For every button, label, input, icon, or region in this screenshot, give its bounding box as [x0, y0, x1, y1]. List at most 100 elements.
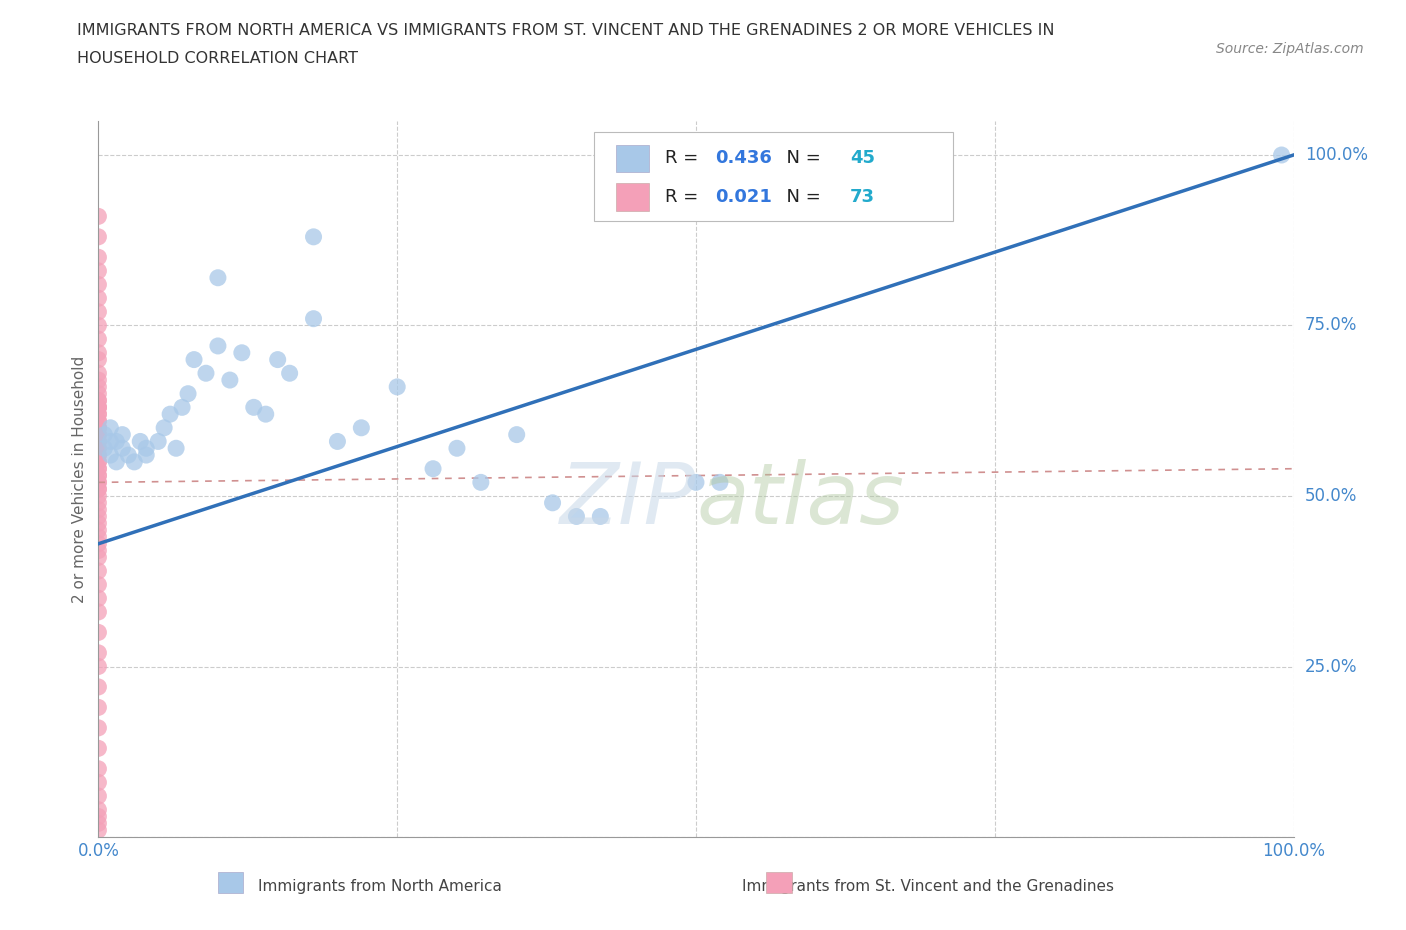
- Point: [105, 455, 128, 470]
- Point: [87, 434, 110, 449]
- Y-axis label: 2 or more Vehicles in Household: 2 or more Vehicles in Household: [72, 355, 87, 603]
- Point: [87, 434, 110, 449]
- Point: [231, 345, 253, 360]
- Text: N =: N =: [775, 150, 827, 167]
- Point: [87, 680, 110, 695]
- Point: [87, 461, 110, 476]
- Text: R =: R =: [665, 150, 704, 167]
- Point: [87, 523, 110, 538]
- Point: [87, 625, 110, 640]
- Point: [195, 365, 218, 380]
- Point: [98, 420, 122, 435]
- Text: 0.021: 0.021: [716, 188, 772, 206]
- Point: [93, 441, 115, 456]
- Point: [446, 441, 468, 456]
- Point: [93, 427, 115, 442]
- Point: [470, 475, 492, 490]
- Point: [87, 400, 110, 415]
- Point: [111, 441, 134, 456]
- Point: [124, 455, 146, 470]
- Point: [87, 475, 110, 490]
- Point: [117, 447, 139, 462]
- Text: Source: ZipAtlas.com: Source: ZipAtlas.com: [1216, 42, 1364, 56]
- Point: [87, 461, 110, 476]
- Point: [87, 645, 110, 660]
- Point: [87, 365, 110, 380]
- Point: [172, 400, 194, 415]
- Point: [87, 455, 110, 470]
- Point: [159, 406, 181, 421]
- Point: [87, 543, 110, 558]
- Point: [87, 441, 110, 456]
- Text: IMMIGRANTS FROM NORTH AMERICA VS IMMIGRANTS FROM ST. VINCENT AND THE GRENADINES : IMMIGRANTS FROM NORTH AMERICA VS IMMIGRA…: [77, 23, 1054, 38]
- Point: [87, 659, 110, 674]
- Point: [87, 537, 110, 551]
- Point: [87, 230, 110, 245]
- Point: [87, 291, 110, 306]
- Point: [87, 604, 110, 619]
- Point: [87, 775, 110, 790]
- Text: 45: 45: [851, 150, 875, 167]
- Point: [87, 304, 110, 319]
- Point: [87, 379, 110, 394]
- Point: [87, 406, 110, 421]
- Point: [685, 475, 707, 490]
- Point: [148, 434, 170, 449]
- Point: [87, 482, 110, 497]
- Point: [87, 414, 110, 429]
- Point: [87, 414, 110, 429]
- Text: 25.0%: 25.0%: [1305, 658, 1357, 675]
- Point: [87, 578, 110, 592]
- Text: HOUSEHOLD CORRELATION CHART: HOUSEHOLD CORRELATION CHART: [77, 51, 359, 66]
- Text: N =: N =: [775, 188, 827, 206]
- Text: 0.436: 0.436: [716, 150, 772, 167]
- Text: Immigrants from St. Vincent and the Grenadines: Immigrants from St. Vincent and the Gren…: [742, 879, 1114, 894]
- Point: [243, 400, 266, 415]
- Point: [87, 345, 110, 360]
- Point: [87, 393, 110, 408]
- Point: [87, 550, 110, 565]
- Point: [87, 318, 110, 333]
- Point: [87, 816, 110, 830]
- Point: [105, 434, 128, 449]
- Point: [111, 427, 134, 442]
- Text: atlas: atlas: [696, 458, 904, 542]
- Point: [565, 509, 588, 524]
- Text: 75.0%: 75.0%: [1305, 316, 1357, 335]
- Point: [129, 434, 152, 449]
- Text: ZIP: ZIP: [560, 458, 696, 542]
- Point: [267, 352, 290, 367]
- Point: [87, 263, 110, 278]
- Point: [183, 352, 205, 367]
- Point: [1271, 148, 1294, 163]
- Point: [87, 427, 110, 442]
- Point: [98, 447, 122, 462]
- Point: [87, 468, 110, 483]
- Point: [87, 468, 110, 483]
- Point: [87, 386, 110, 401]
- Point: [87, 427, 110, 442]
- Point: [87, 277, 110, 292]
- Point: [87, 762, 110, 777]
- Point: [87, 564, 110, 578]
- Point: [87, 529, 110, 544]
- Point: [302, 230, 325, 245]
- Point: [302, 312, 325, 326]
- Point: [541, 496, 564, 511]
- Point: [153, 420, 176, 435]
- Point: [87, 591, 110, 605]
- Point: [506, 427, 529, 442]
- Text: 73: 73: [851, 188, 875, 206]
- Point: [87, 803, 110, 817]
- Point: [87, 502, 110, 517]
- Point: [219, 373, 242, 388]
- Point: [87, 700, 110, 715]
- Point: [87, 209, 110, 224]
- Point: [87, 496, 110, 511]
- Point: [87, 516, 110, 531]
- Point: [87, 393, 110, 408]
- Point: [278, 365, 301, 380]
- Point: [135, 441, 157, 456]
- Point: [87, 420, 110, 435]
- Point: [207, 271, 229, 286]
